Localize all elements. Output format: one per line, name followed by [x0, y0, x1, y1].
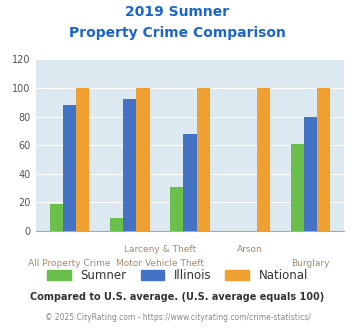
Text: All Property Crime: All Property Crime: [28, 259, 111, 268]
Text: Larceny & Theft: Larceny & Theft: [124, 245, 196, 254]
Text: Property Crime Comparison: Property Crime Comparison: [69, 26, 286, 40]
Text: Burglary: Burglary: [291, 259, 330, 268]
Bar: [317, 88, 330, 231]
Text: 2019 Sumner: 2019 Sumner: [125, 5, 230, 19]
Bar: [304, 116, 317, 231]
Text: Motor Vehicle Theft: Motor Vehicle Theft: [116, 259, 204, 268]
Bar: [50, 204, 63, 231]
Bar: [136, 88, 149, 231]
Bar: [257, 88, 270, 231]
Text: Arson: Arson: [237, 245, 263, 254]
Text: Compared to U.S. average. (U.S. average equals 100): Compared to U.S. average. (U.S. average …: [31, 292, 324, 302]
Bar: [197, 88, 210, 231]
Bar: [76, 88, 89, 231]
Bar: [110, 218, 123, 231]
Bar: [170, 187, 183, 231]
Bar: [290, 144, 304, 231]
Bar: [183, 134, 197, 231]
Text: © 2025 CityRating.com - https://www.cityrating.com/crime-statistics/: © 2025 CityRating.com - https://www.city…: [45, 314, 310, 322]
Bar: [63, 105, 76, 231]
Legend: Sumner, Illinois, National: Sumner, Illinois, National: [41, 263, 314, 288]
Bar: [123, 99, 136, 231]
